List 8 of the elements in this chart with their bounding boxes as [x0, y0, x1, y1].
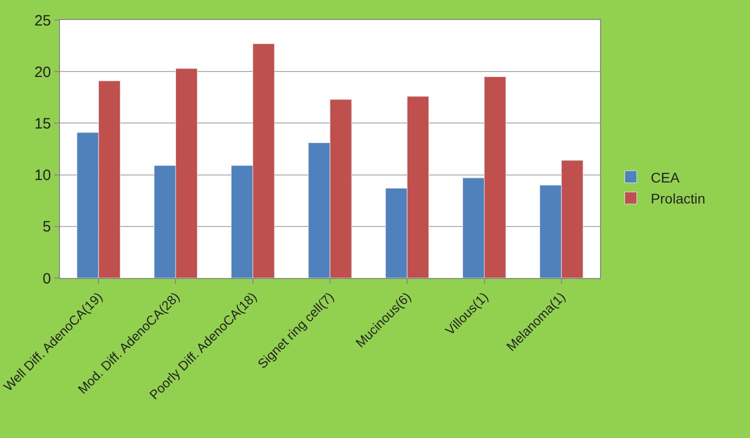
legend-label: CEA	[650, 169, 680, 186]
y-tick-label: 25	[34, 12, 51, 30]
y-tick-label: 20	[34, 64, 51, 81]
y-tick-label: 10	[34, 167, 51, 184]
y-tick-label: 0	[42, 270, 51, 288]
y-tick-label: 5	[42, 218, 51, 236]
y-tick-label: 15	[34, 115, 51, 132]
legend-label: Prolactin	[650, 190, 706, 206]
